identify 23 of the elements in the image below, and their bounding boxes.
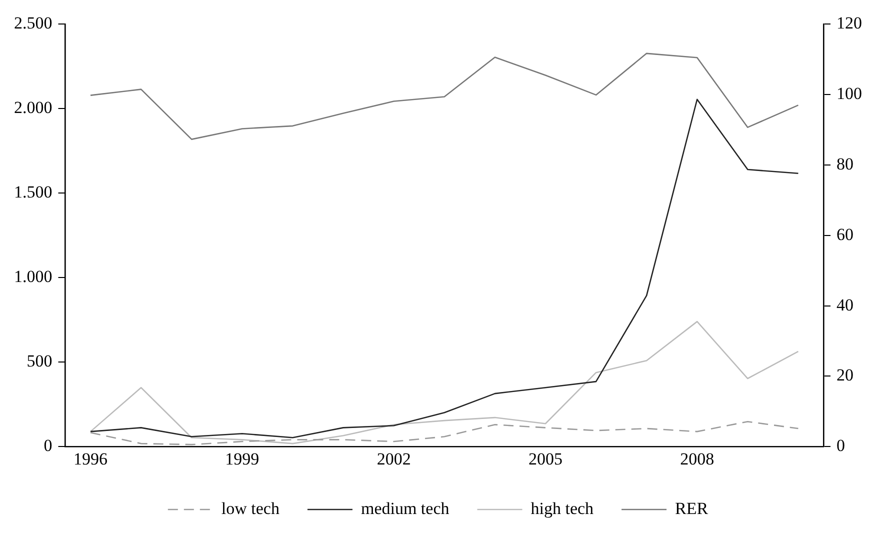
legend-label: medium tech <box>360 498 450 518</box>
x-tick-label: 2002 <box>376 449 411 468</box>
legend-label: high tech <box>530 498 594 518</box>
y-tick-label: 1.000 <box>14 267 52 286</box>
y2-tick-label: 80 <box>836 154 854 174</box>
y2-tick-label: 120 <box>836 14 862 33</box>
y2-tick-label: 60 <box>836 224 854 244</box>
y-tick-label: 2.500 <box>14 14 52 33</box>
y2-tick-label: 100 <box>836 84 862 104</box>
x-tick-label: 1996 <box>74 449 108 468</box>
line-series <box>90 420 799 446</box>
legend-label: low tech <box>221 498 280 518</box>
y2-tick-label: 40 <box>836 295 854 314</box>
y-tick-label: 2.000 <box>14 98 52 118</box>
legend-label: RER <box>675 498 709 518</box>
y2-tick-label: 0 <box>836 436 845 456</box>
x-tick-label: 1999 <box>225 449 260 468</box>
y2-tick-label: 20 <box>836 366 854 385</box>
y-tick-label: 0 <box>44 436 52 456</box>
x-tick-label: 2005 <box>528 449 562 468</box>
y-tick-label: 1.500 <box>14 182 52 202</box>
x-tick-label: 2008 <box>680 449 714 468</box>
y-tick-label: 500 <box>26 352 52 371</box>
